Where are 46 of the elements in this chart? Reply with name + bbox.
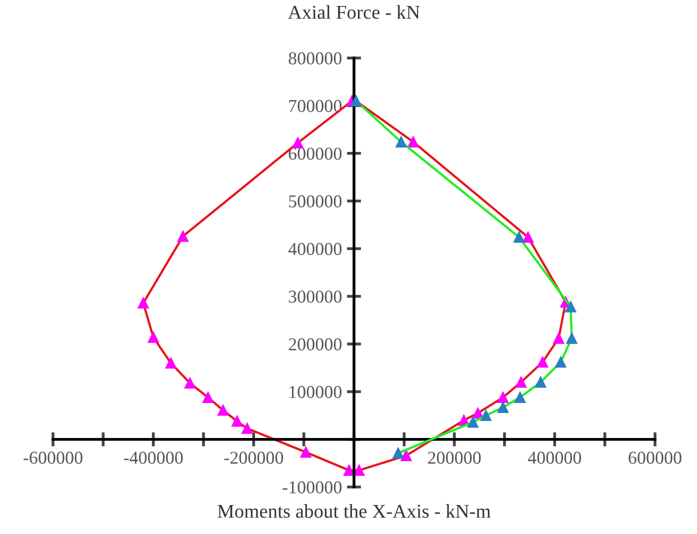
y-tick-label: 200000	[288, 338, 342, 350]
point	[138, 297, 149, 309]
point	[202, 392, 214, 403]
point	[148, 332, 159, 343]
y-axis-title: Axial Force - kN	[288, 5, 420, 19]
point	[565, 301, 576, 312]
point	[555, 356, 566, 368]
point	[184, 378, 196, 389]
x-axis-title: Moments about the X-Axis - kN-m	[218, 504, 491, 518]
point	[514, 392, 526, 403]
point	[400, 450, 412, 462]
point	[516, 376, 527, 388]
x-tick-label: 400000	[528, 452, 582, 464]
point	[408, 136, 419, 148]
x-tick-label: -600000	[24, 452, 82, 464]
point	[497, 402, 509, 413]
point	[232, 416, 243, 427]
point	[242, 422, 253, 434]
y-tick-label: 700000	[289, 100, 342, 112]
point	[177, 230, 188, 242]
point	[480, 410, 492, 422]
point	[292, 137, 304, 148]
y-tick-label: 100000	[290, 386, 342, 398]
x-tick-label: -400000	[124, 452, 183, 464]
point	[537, 356, 548, 368]
point	[165, 358, 176, 369]
y-tick-label: 600000	[288, 148, 342, 160]
point	[522, 232, 534, 243]
point	[497, 392, 509, 403]
x-tick-label: 200000	[428, 452, 481, 464]
point	[467, 416, 478, 428]
x-tick-label: 600000	[628, 452, 682, 464]
x-tick-label: -200000	[224, 452, 284, 464]
point	[396, 136, 407, 148]
point	[535, 376, 546, 388]
y-tick-label: 300000	[288, 290, 342, 303]
point	[553, 332, 564, 344]
y-tick-label: 500000	[289, 195, 342, 208]
y-tick-label: -100000	[282, 481, 342, 494]
point	[392, 448, 404, 459]
point	[513, 232, 525, 243]
point	[566, 332, 578, 344]
point	[218, 404, 229, 416]
y-tick-label: 400000	[288, 242, 342, 256]
y-tick-label: 800000	[288, 52, 342, 64]
point	[300, 446, 312, 458]
